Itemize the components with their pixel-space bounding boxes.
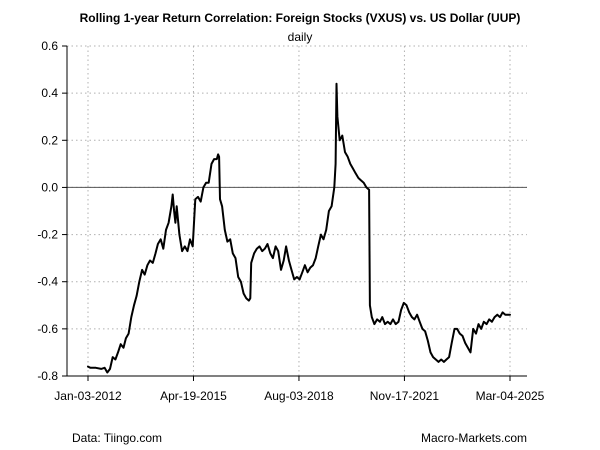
y-tick-label: 0.6 [41,39,58,53]
x-tick-label: Nov-17-2021 [370,389,440,403]
labels-layer: 0.6 0.4 0.2 0.0 -0.2 -0.4 -0.6 -0.8 Jan-03-2012 A… [37,39,544,403]
x-tick-label: Jan-03-2012 [54,389,122,403]
footer-site: Macro-Markets.com [421,431,527,445]
y-tick-label: -0.4 [37,275,58,289]
footer-source: Data: Tiingo.com [72,431,162,445]
y-tick-label: -0.6 [37,322,58,336]
x-tick-label: Apr-19-2015 [160,389,227,403]
grid-layer [67,45,527,377]
y-tick-label: 0.0 [41,180,58,194]
y-tick-label: 0.2 [41,133,58,147]
y-tick-label: -0.2 [37,228,58,242]
x-tick-label: Aug-03-2018 [264,389,334,403]
y-tick-label: -0.8 [37,369,58,383]
y-tick-label: 0.4 [41,86,58,100]
x-tick-label: Mar-04-2025 [476,389,545,403]
chart-title: Rolling 1-year Return Correlation: Forei… [80,11,521,25]
axes-layer [62,45,527,381]
chart-subtitle: daily [288,30,313,44]
series-layer [87,82,511,374]
series-line [87,82,511,374]
